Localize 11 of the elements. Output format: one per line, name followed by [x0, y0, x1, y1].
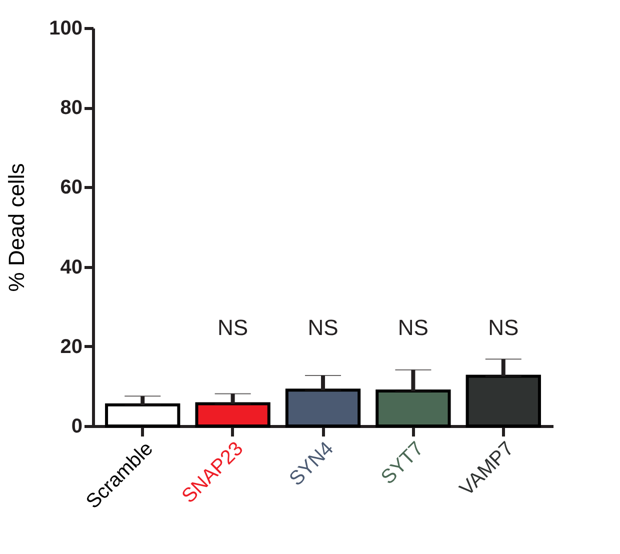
y-tick-label: 80: [60, 97, 82, 120]
y-tick-label: 0: [71, 416, 82, 438]
y-tick-label: 60: [60, 176, 82, 199]
y-tick-label: 100: [49, 18, 82, 40]
annotation: NS: [308, 315, 338, 340]
y-tick-label: 40: [60, 256, 82, 278]
annotation: NS: [218, 315, 248, 340]
annotation: NS: [398, 315, 428, 340]
y-tick-label: 20: [60, 336, 82, 358]
annotation: NS: [488, 315, 519, 340]
y-axis-title: % Dead cells: [4, 163, 30, 292]
